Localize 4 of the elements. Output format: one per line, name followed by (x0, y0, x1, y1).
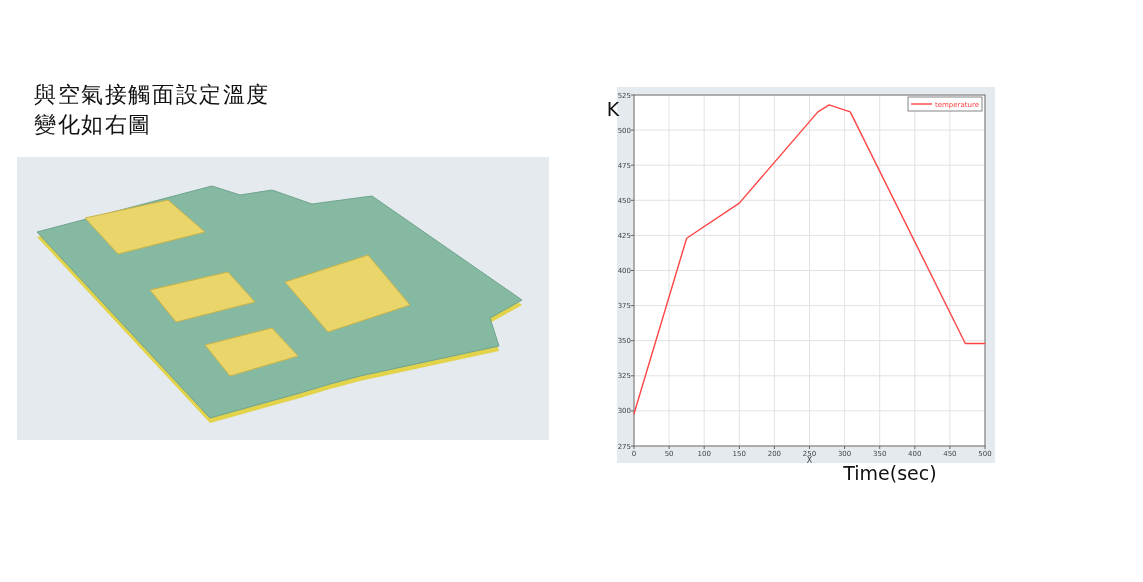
text: 與空氣接觸面設定溫度變化如右圖 (34, 81, 271, 139)
text: Time(sec) (842, 462, 937, 484)
x-axis-title: X (806, 456, 813, 465)
y-axis-title: K (606, 98, 620, 120)
